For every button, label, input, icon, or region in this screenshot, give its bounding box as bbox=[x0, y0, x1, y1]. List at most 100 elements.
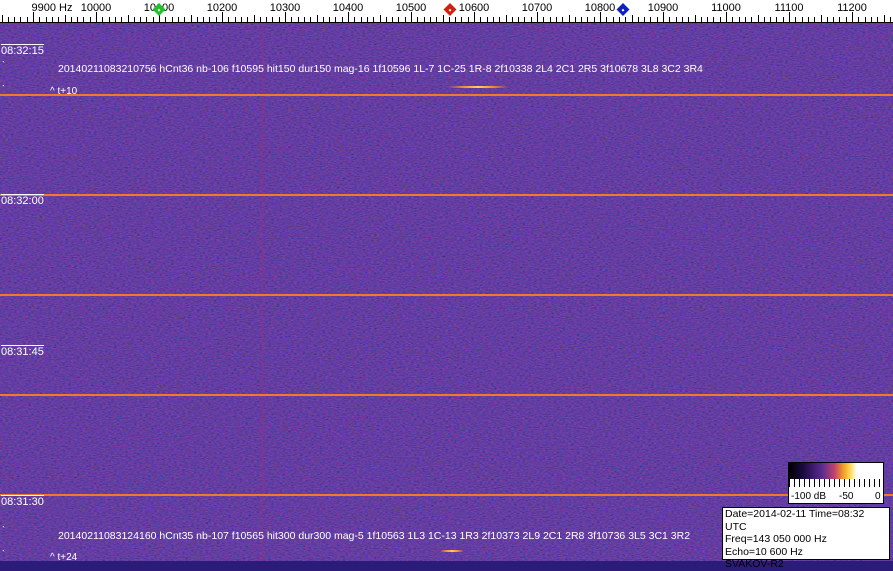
frequency-tick bbox=[241, 17, 242, 22]
frequency-tick bbox=[191, 15, 192, 22]
detection-offset: ^ t+10 bbox=[50, 86, 78, 97]
frequency-tick bbox=[852, 12, 853, 22]
row-marker: ` bbox=[2, 549, 5, 559]
frequency-tick bbox=[575, 17, 576, 22]
frequency-tick bbox=[890, 17, 891, 22]
frequency-tick bbox=[380, 15, 381, 22]
frequency-tick bbox=[594, 17, 595, 22]
frequency-tick bbox=[739, 17, 740, 22]
frequency-tick bbox=[858, 17, 859, 22]
frequency-tick bbox=[512, 17, 513, 22]
frequency-tick bbox=[424, 17, 425, 22]
time-label: 08:31:30 bbox=[1, 495, 44, 508]
frequency-label: 11000 bbox=[711, 2, 741, 14]
frequency-unit-label: 9900 Hz bbox=[31, 2, 73, 14]
frequency-tick bbox=[657, 17, 658, 22]
row-marker: ` bbox=[2, 525, 5, 535]
frequency-tick bbox=[487, 17, 488, 22]
frequency-tick bbox=[109, 17, 110, 22]
frequency-tick bbox=[669, 17, 670, 22]
frequency-tick bbox=[600, 12, 601, 22]
time-label: 08:32:00 bbox=[1, 194, 44, 207]
frequency-tick bbox=[354, 17, 355, 22]
frequency-label: 11100 bbox=[774, 2, 804, 14]
time-divider bbox=[0, 194, 893, 196]
frequency-tick bbox=[285, 12, 286, 22]
frequency-tick bbox=[71, 17, 72, 22]
frequency-tick bbox=[619, 17, 620, 22]
frequency-tick bbox=[524, 17, 525, 22]
frequency-tick bbox=[480, 17, 481, 22]
frequency-tick bbox=[77, 17, 78, 22]
frequency-tick bbox=[443, 15, 444, 22]
frequency-tick bbox=[216, 17, 217, 22]
waterfall-display[interactable] bbox=[0, 23, 893, 561]
frequency-tick bbox=[701, 17, 702, 22]
frequency-tick bbox=[102, 17, 103, 22]
frequency-tick bbox=[361, 17, 362, 22]
frequency-tick bbox=[770, 17, 771, 22]
frequency-tick bbox=[260, 17, 261, 22]
color-bar-label: -50 bbox=[839, 491, 854, 502]
frequency-tick bbox=[745, 17, 746, 22]
frequency-label: 10900 bbox=[647, 2, 679, 14]
frequency-tick bbox=[613, 17, 614, 22]
frequency-tick bbox=[871, 17, 872, 22]
frequency-tick bbox=[405, 17, 406, 22]
frequency-tick bbox=[266, 17, 267, 22]
frequency-tick bbox=[764, 17, 765, 22]
frequency-tick bbox=[518, 17, 519, 22]
frequency-tick bbox=[46, 17, 47, 22]
frequency-tick bbox=[165, 17, 166, 22]
color-bar-ticks bbox=[789, 479, 883, 487]
frequency-label: 10500 bbox=[395, 2, 427, 14]
frequency-tick bbox=[877, 17, 878, 22]
frequency-tick bbox=[732, 17, 733, 22]
frequency-tick bbox=[543, 17, 544, 22]
frequency-tick bbox=[411, 12, 412, 22]
color-bar-label: -100 dB bbox=[791, 491, 827, 502]
frequency-tick bbox=[304, 17, 305, 22]
frequency-tick bbox=[846, 17, 847, 22]
frequency-tick bbox=[474, 12, 475, 22]
info-date-time: Date=2014-02-11 Time=08:32 UTC bbox=[725, 508, 865, 533]
frequency-tick bbox=[821, 15, 822, 22]
frequency-tick bbox=[663, 12, 664, 22]
frequency-tick bbox=[96, 12, 97, 22]
frequency-tick bbox=[632, 15, 633, 22]
frequency-tick bbox=[20, 17, 21, 22]
frequency-tick bbox=[531, 17, 532, 22]
frequency-tick bbox=[203, 17, 204, 22]
frequency-tick bbox=[569, 15, 570, 22]
frequency-tick bbox=[228, 17, 229, 22]
frequency-tick bbox=[184, 17, 185, 22]
frequency-tick bbox=[449, 17, 450, 22]
frequency-tick bbox=[197, 17, 198, 22]
red-marker-icon[interactable] bbox=[443, 3, 457, 16]
frequency-tick bbox=[235, 17, 236, 22]
frequency-tick bbox=[33, 12, 34, 22]
frequency-tick bbox=[814, 17, 815, 22]
frequency-scale[interactable]: 9900 Hz 10000101001020010300104001050010… bbox=[0, 0, 893, 23]
blue-marker-icon[interactable] bbox=[616, 3, 630, 16]
frequency-tick bbox=[865, 17, 866, 22]
frequency-tick bbox=[884, 15, 885, 22]
detection-info: 20140211083210756 hCnt36 nb-106 f10595 h… bbox=[58, 63, 703, 75]
frequency-tick bbox=[367, 17, 368, 22]
frequency-tick bbox=[795, 17, 796, 22]
frequency-tick bbox=[751, 17, 752, 22]
frequency-tick bbox=[90, 17, 91, 22]
frequency-tick bbox=[58, 17, 59, 22]
frequency-tick bbox=[348, 12, 349, 22]
frequency-tick bbox=[802, 17, 803, 22]
frequency-tick bbox=[556, 17, 557, 22]
frequency-tick bbox=[493, 17, 494, 22]
frequency-tick bbox=[625, 17, 626, 22]
color-bar: -100 dB -50 0 bbox=[788, 462, 884, 504]
frequency-tick bbox=[398, 17, 399, 22]
frequency-tick bbox=[726, 12, 727, 22]
info-echo: Echo=10 600 Hz bbox=[725, 545, 803, 558]
frequency-tick bbox=[310, 17, 311, 22]
frequency-tick bbox=[682, 17, 683, 22]
frequency-tick bbox=[8, 17, 9, 22]
